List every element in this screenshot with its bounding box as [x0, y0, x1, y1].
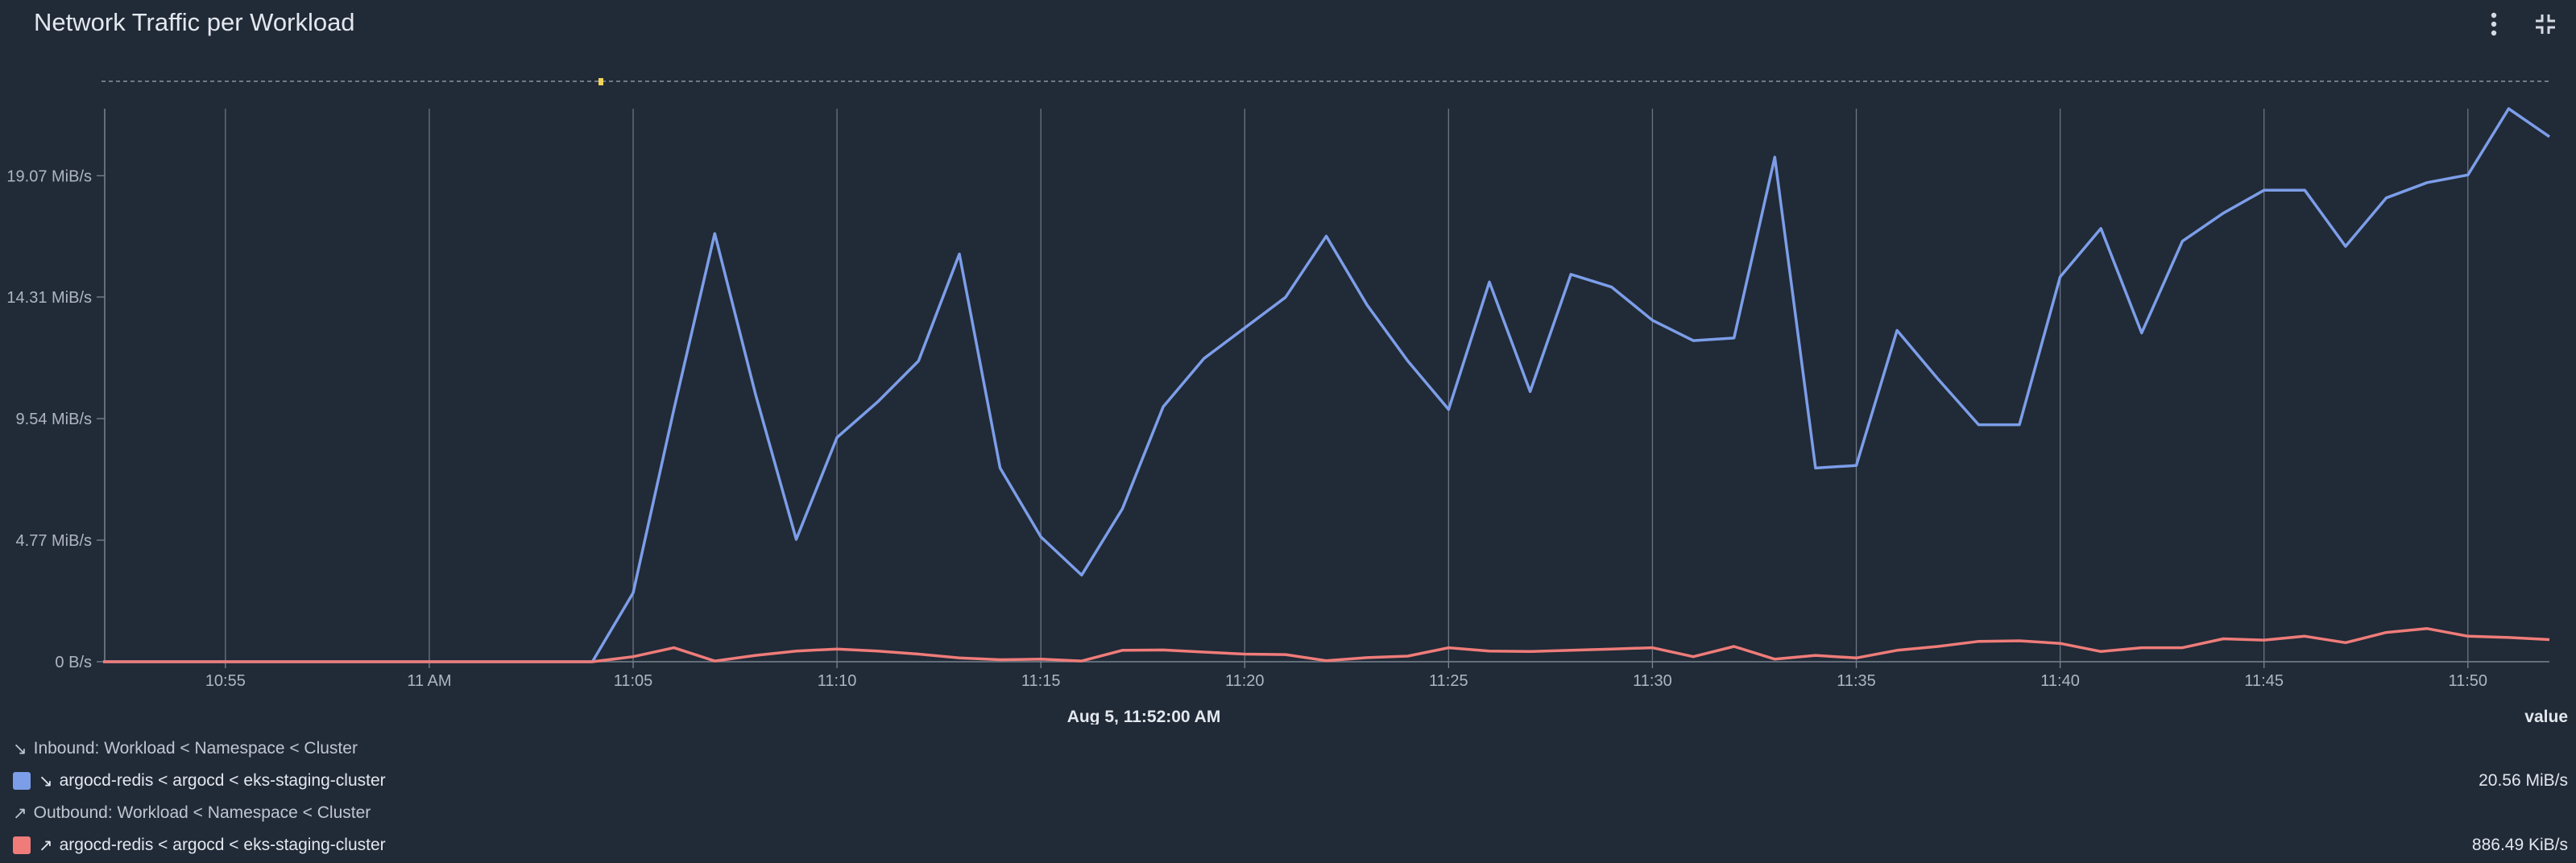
- legend-outbound-header: ↗ Outbound: Workload < Namespace < Clust…: [13, 799, 371, 827]
- series-line-inbound[interactable]: [103, 107, 2550, 663]
- y-tick-label: 14.31 MiB/s: [6, 289, 92, 307]
- y-tick-label: 0 B/s: [55, 654, 92, 671]
- x-tick-label: 11:05: [614, 672, 653, 690]
- legend-swatch-inbound: [13, 772, 31, 790]
- x-tick-label: 11:15: [1021, 672, 1061, 690]
- legend-item-inbound-label: argocd-redis < argocd < eks-staging-clus…: [59, 771, 386, 790]
- hover-timestamp: Aug 5, 11:52:00 AM: [1067, 708, 1221, 725]
- panel-title: Network Traffic per Workload: [34, 8, 355, 36]
- legend-value-header: value: [2524, 708, 2568, 725]
- x-tick-label: 11:45: [2244, 672, 2284, 690]
- x-tick-label: 11 AM: [407, 672, 451, 690]
- x-tick-label: 11:50: [2448, 672, 2487, 690]
- legend-item-outbound-label: argocd-redis < argocd < eks-staging-clus…: [59, 836, 386, 854]
- legend-item-inbound-value: 20.56 MiB/s: [2479, 771, 2568, 790]
- x-tick-label: 11:10: [818, 672, 857, 690]
- legend-swatch-outbound: [13, 836, 31, 854]
- legend-outbound-header-label: Outbound: Workload < Namespace < Cluster: [33, 803, 371, 822]
- arrow-down-right-icon: ↘: [39, 771, 53, 791]
- legend-item-outbound-value: 886.49 KiB/s: [2471, 836, 2568, 854]
- legend-inbound-header-label: Inbound: Workload < Namespace < Cluster: [33, 739, 358, 758]
- y-tick-label: 9.54 MiB/s: [16, 411, 92, 428]
- time-range-marker[interactable]: [598, 78, 603, 85]
- kebab-menu-icon[interactable]: [2478, 10, 2510, 39]
- arrow-up-right-icon: ↗: [13, 803, 27, 823]
- x-tick-label: 11:30: [1633, 672, 1672, 690]
- series-line-outbound[interactable]: [103, 627, 2550, 663]
- y-tick-label: 19.07 MiB/s: [6, 167, 92, 185]
- collapse-icon[interactable]: [2529, 10, 2562, 39]
- arrow-down-right-icon: ↘: [13, 739, 27, 758]
- arrow-up-right-icon: ↗: [39, 836, 53, 855]
- y-tick-label: 4.77 MiB/s: [16, 532, 92, 550]
- x-tick-label: 11:25: [1429, 672, 1468, 690]
- x-tick-label: 11:20: [1225, 672, 1265, 690]
- legend-item-inbound[interactable]: ↘ argocd-redis < argocd < eks-staging-cl…: [13, 767, 386, 795]
- x-tick-label: 11:35: [1837, 672, 1876, 690]
- x-tick-label: 10:55: [205, 672, 246, 690]
- traffic-line-chart[interactable]: 10:55 11 AM 11:05 11:10 11:15 11:20 11:25 11:30…: [0, 0, 2576, 725]
- legend-inbound-header: ↘ Inbound: Workload < Namespace < Cluste…: [13, 735, 358, 762]
- x-tick-label: 11:40: [2040, 672, 2080, 690]
- legend-item-outbound[interactable]: ↗ argocd-redis < argocd < eks-staging-cl…: [13, 832, 386, 859]
